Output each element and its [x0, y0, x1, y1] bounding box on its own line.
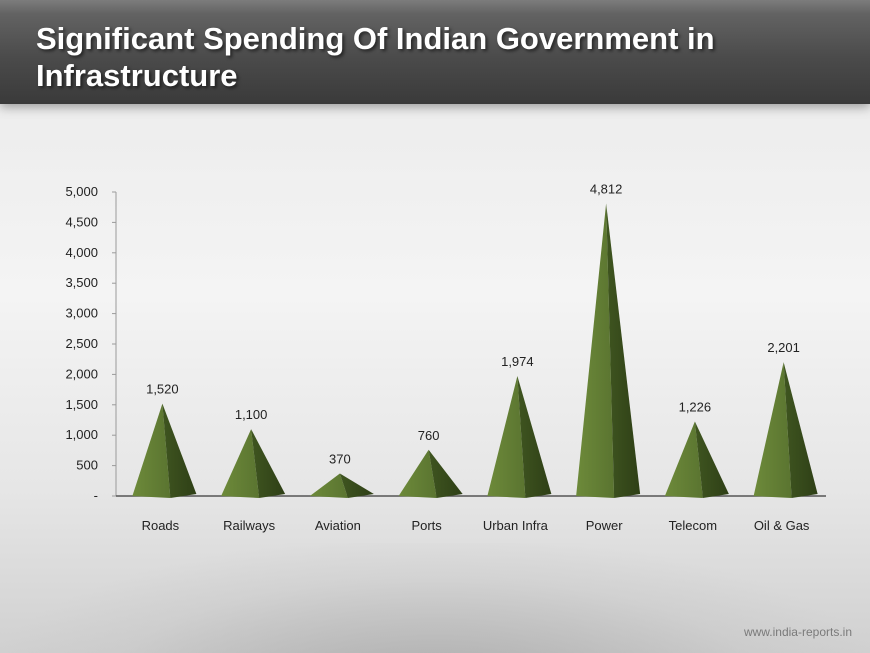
- pyramid-face-dark: [428, 449, 463, 498]
- y-tick-label: 4,000: [65, 245, 98, 260]
- pyramid-face-light: [132, 403, 171, 498]
- pyramid-face-light: [309, 473, 348, 498]
- data-label: 370: [329, 452, 351, 467]
- pyramid-face-dark: [694, 421, 729, 498]
- data-label: 1,974: [501, 354, 534, 369]
- category-label: Oil & Gas: [754, 518, 810, 533]
- data-label: 4,812: [590, 181, 623, 196]
- category-label: Power: [586, 518, 624, 533]
- data-label: 760: [418, 428, 440, 443]
- y-tick-label: 3,000: [65, 306, 98, 321]
- pyramid-face-light: [487, 375, 526, 498]
- y-tick-label: 1,000: [65, 427, 98, 442]
- data-label: 2,201: [767, 340, 800, 355]
- pyramid-face-dark: [251, 429, 286, 498]
- pyramid-face-dark: [339, 473, 374, 498]
- slide-title: Significant Spending Of Indian Governmen…: [36, 21, 715, 93]
- category-label: Urban Infra: [483, 518, 549, 533]
- pyramid-face-dark: [606, 203, 641, 498]
- category-label: Roads: [142, 518, 180, 533]
- y-tick-label: 5,000: [65, 184, 98, 199]
- pyramid-face-light: [398, 449, 437, 498]
- category-label: Ports: [411, 518, 442, 533]
- title-bar: Significant Spending Of Indian Governmen…: [0, 0, 870, 104]
- pyramid-face-dark: [783, 362, 818, 498]
- y-tick-label: -: [94, 488, 98, 503]
- category-label: Railways: [223, 518, 276, 533]
- footer-url: www.india-reports.in: [743, 625, 852, 639]
- category-label: Aviation: [315, 518, 361, 533]
- pyramid-face-light: [753, 362, 792, 498]
- pyramid-face-dark: [162, 403, 197, 498]
- y-tick-label: 4,500: [65, 214, 98, 229]
- y-tick-label: 2,500: [65, 336, 98, 351]
- y-tick-label: 1,500: [65, 397, 98, 412]
- pyramid-face-dark: [517, 375, 552, 498]
- pyramid-face-light: [664, 421, 703, 498]
- y-tick-label: 500: [76, 458, 98, 473]
- pyramid-face-light: [221, 429, 260, 498]
- y-tick-label: 3,500: [65, 275, 98, 290]
- decorative-wave: [0, 543, 870, 653]
- data-label: 1,520: [146, 382, 179, 397]
- category-label: Telecom: [669, 518, 717, 533]
- data-label: 1,100: [235, 407, 268, 422]
- data-label: 1,226: [679, 399, 712, 414]
- y-tick-label: 2,000: [65, 366, 98, 381]
- pyramid-face-light: [576, 203, 615, 498]
